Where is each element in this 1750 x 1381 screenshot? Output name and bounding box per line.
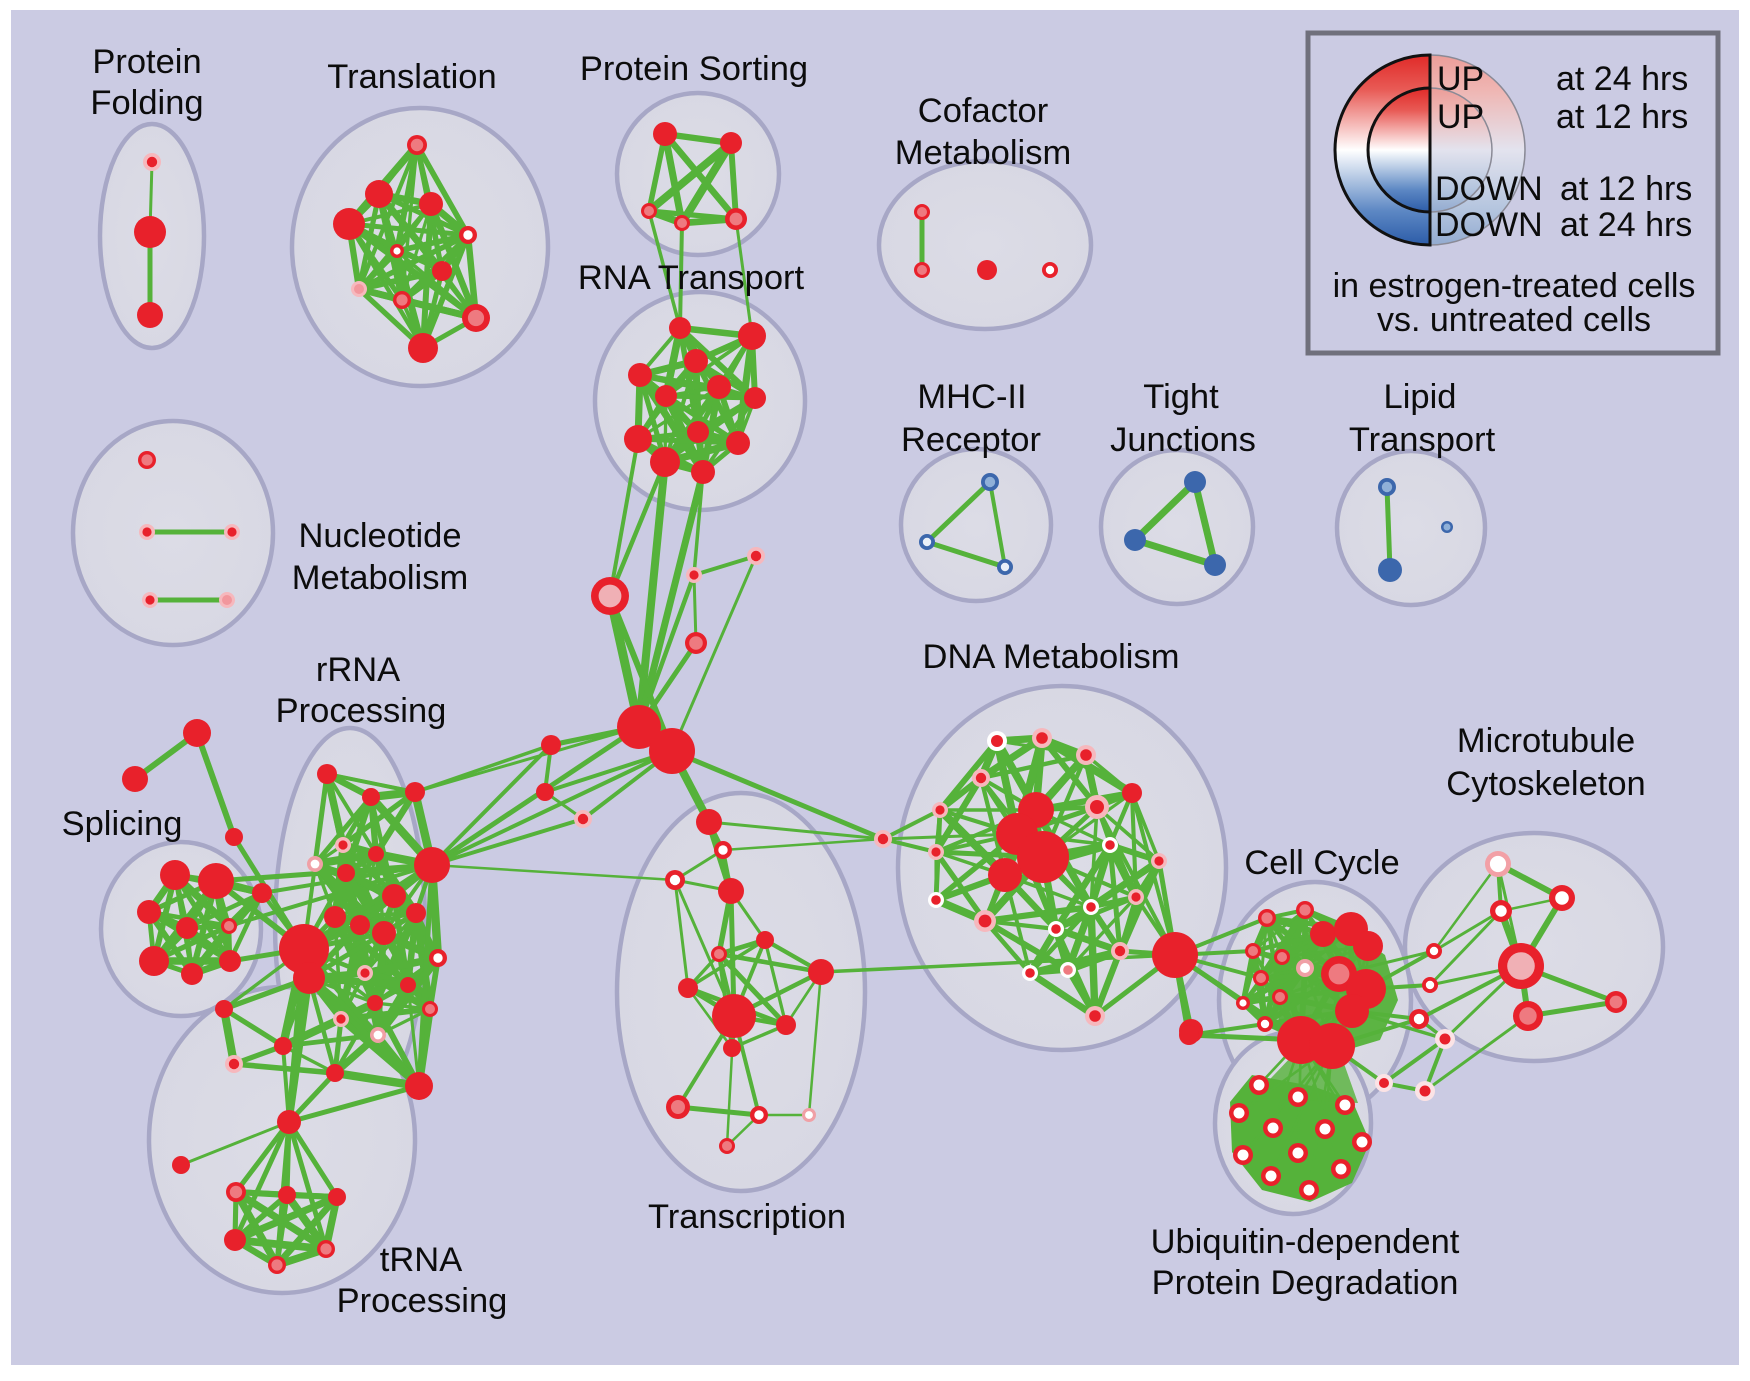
svg-text:rRNA: rRNA	[316, 651, 400, 689]
svg-text:Folding: Folding	[90, 84, 203, 122]
svg-text:MHC-II: MHC-II	[917, 378, 1026, 416]
svg-text:Cell Cycle: Cell Cycle	[1244, 844, 1399, 882]
svg-text:Nucleotide: Nucleotide	[298, 517, 461, 555]
svg-text:at 24 hrs: at 24 hrs	[1560, 206, 1692, 244]
svg-text:Protein Sorting: Protein Sorting	[580, 50, 808, 88]
svg-text:at 12 hrs: at 12 hrs	[1556, 98, 1688, 136]
svg-text:Processing: Processing	[276, 692, 447, 730]
svg-text:Tight: Tight	[1143, 378, 1219, 416]
svg-text:DNA Metabolism: DNA Metabolism	[923, 638, 1180, 676]
svg-text:Transport: Transport	[1349, 421, 1496, 459]
svg-text:Receptor: Receptor	[901, 421, 1041, 459]
svg-text:Lipid: Lipid	[1384, 378, 1457, 416]
svg-text:vs. untreated cells: vs. untreated cells	[1377, 301, 1651, 339]
svg-text:Processing: Processing	[337, 1282, 508, 1320]
svg-text:at 12 hrs: at 12 hrs	[1560, 170, 1692, 208]
svg-text:Cytoskeleton: Cytoskeleton	[1446, 765, 1645, 803]
svg-text:in estrogen-treated cells: in estrogen-treated cells	[1333, 267, 1696, 305]
svg-text:Metabolism: Metabolism	[895, 134, 1071, 172]
svg-text:Transcription: Transcription	[648, 1198, 846, 1236]
svg-text:Junctions: Junctions	[1110, 421, 1256, 459]
svg-text:Cofactor: Cofactor	[918, 92, 1048, 130]
svg-text:UP: UP	[1437, 98, 1484, 136]
svg-text:DOWN: DOWN	[1435, 170, 1543, 208]
svg-text:tRNA: tRNA	[380, 1241, 462, 1279]
svg-text:UP: UP	[1437, 60, 1484, 98]
svg-text:Protein: Protein	[92, 43, 201, 81]
svg-text:DOWN: DOWN	[1435, 206, 1543, 244]
svg-text:RNA Transport: RNA Transport	[578, 259, 805, 297]
svg-text:Ubiquitin-dependent: Ubiquitin-dependent	[1151, 1223, 1460, 1261]
svg-text:Metabolism: Metabolism	[292, 559, 468, 597]
svg-text:Microtubule: Microtubule	[1457, 722, 1635, 760]
svg-text:Splicing: Splicing	[62, 805, 183, 843]
svg-text:at 24 hrs: at 24 hrs	[1556, 60, 1688, 98]
svg-text:Protein Degradation: Protein Degradation	[1152, 1264, 1459, 1302]
svg-text:Translation: Translation	[327, 58, 496, 96]
